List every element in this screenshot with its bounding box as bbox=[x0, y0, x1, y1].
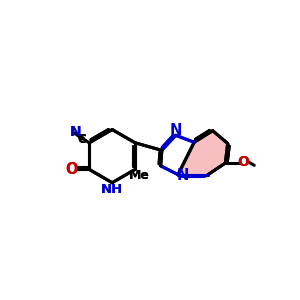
Text: O: O bbox=[66, 162, 78, 177]
Text: NH: NH bbox=[101, 183, 123, 196]
Text: N: N bbox=[170, 123, 182, 138]
Text: N: N bbox=[70, 124, 82, 139]
Text: N: N bbox=[177, 168, 189, 183]
Text: Me: Me bbox=[129, 169, 150, 182]
Text: O: O bbox=[66, 162, 78, 177]
Text: C: C bbox=[78, 133, 86, 146]
Text: C: C bbox=[78, 133, 86, 146]
Polygon shape bbox=[178, 131, 228, 175]
Text: N: N bbox=[70, 124, 82, 139]
Text: Me: Me bbox=[129, 169, 150, 182]
Text: O: O bbox=[237, 155, 249, 169]
Text: O: O bbox=[237, 155, 249, 169]
Text: NH: NH bbox=[101, 183, 123, 196]
